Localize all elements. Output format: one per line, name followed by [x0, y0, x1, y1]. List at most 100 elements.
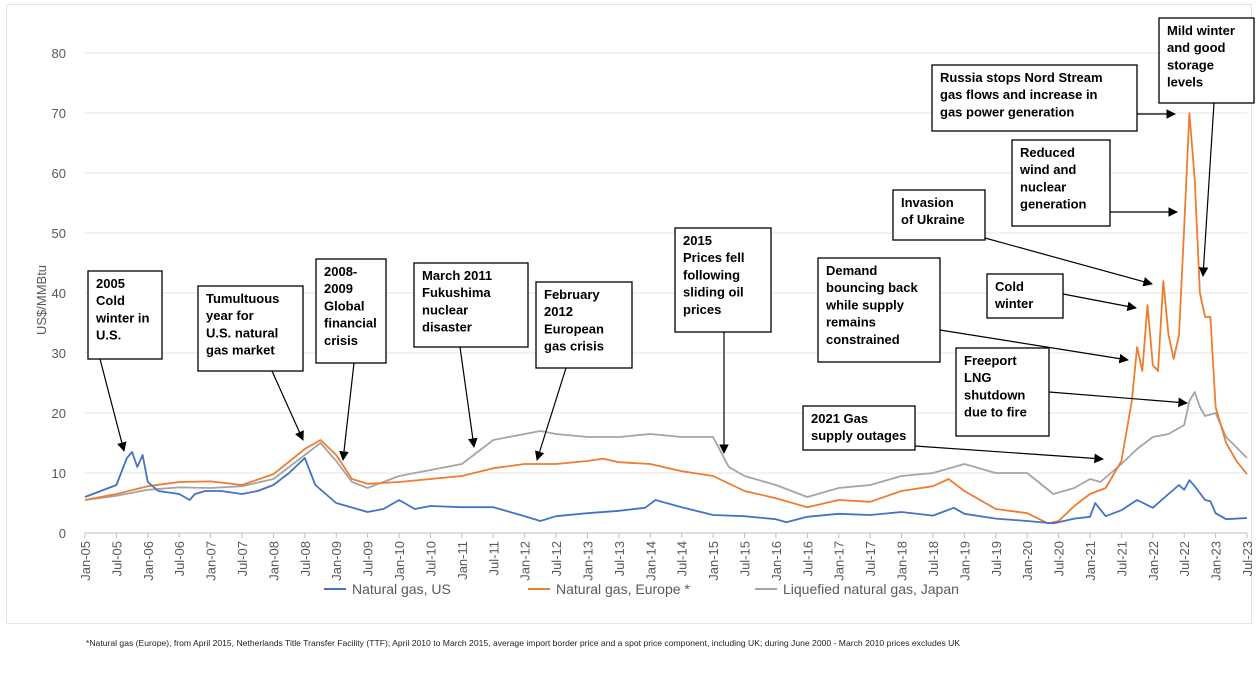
- annotation-11: Reduced wind and nuclear generation: [1011, 139, 1178, 227]
- annotation-text: Prices fell: [683, 250, 744, 265]
- x-tick-label: Jul-07: [235, 541, 250, 576]
- annotation-text: Reduced: [1020, 145, 1075, 160]
- annotation-text: 2008-: [324, 264, 357, 279]
- annotation-text: remains: [826, 315, 876, 330]
- y-tick-label: 50: [52, 226, 66, 241]
- x-tick-label: Jul-09: [361, 541, 376, 576]
- annotation-text: winter: [994, 296, 1033, 311]
- series-line-europe: [84, 112, 1248, 525]
- y-tick-label: 40: [52, 286, 66, 301]
- annotation-text: gas power generation: [940, 104, 1074, 119]
- annotation-14: Freeport LNG shutdown due to fire: [955, 347, 1188, 437]
- annotation-text: nuclear: [1020, 179, 1066, 194]
- annotation-5: February 2012 European gas crisis: [535, 281, 633, 461]
- annotation-text: Tumultuous: [206, 291, 279, 306]
- annotation-text: Cold: [995, 279, 1024, 294]
- legend: Natural gas, US Natural gas, Europe * Liqu…: [324, 581, 959, 597]
- annotation-text: gas flows and increase in: [940, 87, 1098, 102]
- annotation-text: while supply: [825, 297, 905, 312]
- y-tick-labels: 0 10 20 30 40 50 60 70 80: [52, 46, 66, 541]
- annotation-text: March 2011: [422, 268, 492, 283]
- annotation-box: [1158, 17, 1255, 104]
- x-tick-label: Jan-12: [518, 541, 533, 581]
- annotation-box: [955, 347, 1050, 437]
- x-tick-label: Jul-17: [863, 541, 878, 576]
- annotation-text: supply outages: [811, 428, 906, 443]
- annotation-text: storage: [1167, 57, 1214, 72]
- annotation-text: financial: [324, 316, 377, 331]
- annotation-text: levels: [1167, 75, 1203, 90]
- x-tick-label: Jan-06: [141, 541, 156, 581]
- x-tick-label: Jul-06: [172, 541, 187, 576]
- x-tick-label: Jul-10: [423, 541, 438, 576]
- annotation-text: European: [544, 321, 604, 336]
- annotation-text: Global: [324, 298, 364, 313]
- annotation-2: Tumultuous year for U.S. natural gas market: [197, 285, 304, 441]
- x-tick-label: Jan-13: [580, 541, 595, 581]
- x-tick-labels: Jan-05 Jul-05 Jan-06 Jul-06 Jan-07 Jul-07 Jan-…: [78, 533, 1255, 581]
- annotation-text: 2015: [683, 233, 712, 248]
- annotation-arrow: [1062, 293, 1137, 312]
- annotation-box: [197, 285, 304, 372]
- annotation-arrow: [535, 367, 567, 461]
- annotation-8: 2021 Gas supply outages: [802, 405, 1104, 464]
- x-tick-label: Jul-22: [1177, 541, 1192, 576]
- annotation-text: constrained: [826, 332, 900, 347]
- annotations: 2005 Cold winter in U.S. Tumultuous year for U…: [87, 17, 1255, 464]
- x-tick-label: Jul-18: [926, 541, 941, 576]
- y-tick-label: 0: [59, 526, 66, 541]
- annotation-9: Cold winter: [986, 273, 1137, 319]
- annotation-6: 2015 Prices fell following sliding oil price…: [674, 227, 772, 454]
- x-tick-label: Jan-20: [1020, 541, 1035, 581]
- x-tick-label: Jan-22: [1146, 541, 1161, 581]
- annotation-text: U.S. natural: [206, 325, 278, 340]
- annotation-box: [802, 405, 916, 451]
- x-tick-label: Jan-10: [392, 541, 407, 581]
- x-tick-label: Jul-11: [486, 541, 501, 575]
- annotation-box: [1011, 139, 1111, 227]
- annotation-text: 2005: [96, 276, 125, 291]
- x-tick-label: Jul-12: [549, 541, 564, 576]
- annotation-12: Russia stops Nord Stream gas flows and in…: [931, 64, 1176, 132]
- annotation-arrow: [459, 346, 478, 448]
- annotation-text: gas crisis: [544, 339, 604, 354]
- x-tick-label: Jan-18: [895, 541, 910, 581]
- annotation-text: U.S.: [96, 328, 121, 343]
- annotation-text: Freeport: [964, 353, 1017, 368]
- annotation-text: wind and: [1019, 162, 1076, 177]
- x-tick-label: Jul-21: [1114, 541, 1129, 576]
- annotation-text: shutdown: [964, 387, 1025, 402]
- x-tick-label: Jul-05: [109, 541, 124, 576]
- y-tick-label: 10: [52, 466, 66, 481]
- annotation-arrow: [1198, 102, 1215, 277]
- annotation-box: [535, 281, 633, 369]
- annotation-box: [931, 64, 1138, 132]
- y-tick-label: 30: [52, 346, 66, 361]
- annotation-text: nuclear: [422, 302, 468, 317]
- footnote: *Natural gas (Europe), from April 2015, …: [86, 638, 961, 648]
- annotation-text: crisis: [324, 333, 358, 348]
- annotation-text: Cold: [96, 293, 125, 308]
- annotation-arrow: [939, 329, 1129, 364]
- x-tick-label: Jan-07: [204, 541, 219, 581]
- y-axis-label: US$/MMBtu: [34, 265, 49, 335]
- x-tick-label: Jul-20: [1052, 541, 1067, 576]
- y-tick-label: 70: [52, 106, 66, 121]
- annotation-box: [892, 189, 986, 241]
- annotation-arrow: [914, 445, 1104, 464]
- x-tick-label: Jan-21: [1083, 541, 1098, 581]
- x-tick-label: Jul-23: [1240, 541, 1255, 576]
- x-tick-label: Jan-11: [455, 541, 470, 580]
- annotation-1: 2005 Cold winter in U.S.: [87, 270, 163, 452]
- x-tick-label: Jan-19: [957, 541, 972, 581]
- legend-us-label: Natural gas, US: [352, 581, 451, 597]
- annotation-text: 2012: [544, 304, 573, 319]
- annotation-text: and good: [1167, 40, 1226, 55]
- annotation-arrow: [984, 237, 1153, 287]
- annotation-text: 2021 Gas: [811, 411, 868, 426]
- annotation-box: [986, 273, 1064, 319]
- annotation-box: [87, 270, 163, 360]
- x-tick-label: Jan-16: [769, 541, 784, 581]
- x-tick-label: Jul-15: [738, 541, 753, 576]
- x-tick-label: Jan-05: [78, 541, 93, 581]
